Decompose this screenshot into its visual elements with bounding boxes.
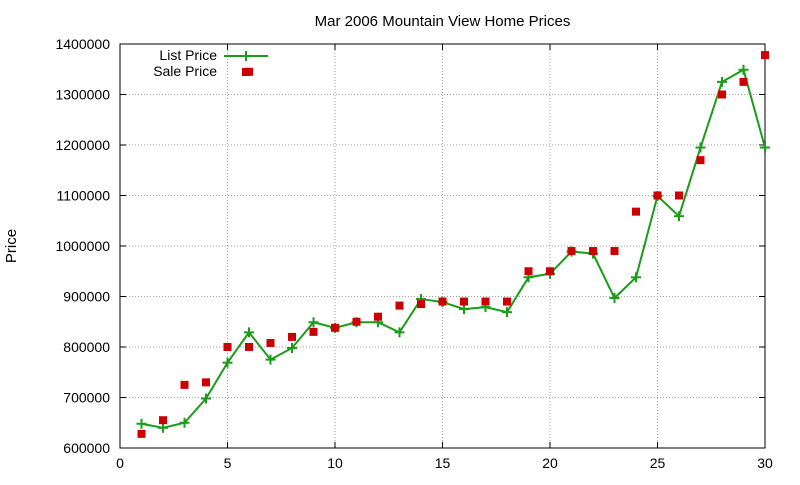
list-price-point — [695, 142, 706, 153]
legend-marker-list-price — [241, 51, 251, 61]
y-tick-label: 800000 — [63, 339, 110, 355]
x-tick-label: 5 — [224, 455, 232, 471]
x-tick-label: 15 — [435, 455, 451, 471]
sale-price-point — [761, 51, 769, 60]
sale-price-point — [352, 317, 361, 326]
list-price-point — [760, 142, 770, 153]
list-price-point — [265, 354, 276, 365]
sale-price-point — [718, 90, 726, 99]
sale-price-point — [223, 343, 232, 351]
sale-price-point — [417, 300, 425, 309]
sale-price-point — [395, 301, 404, 310]
sale-price-point — [245, 343, 253, 351]
y-tick-label: 1300000 — [55, 87, 110, 103]
sale-price-point — [610, 247, 619, 256]
sale-price-point — [524, 267, 533, 276]
sale-price-point — [739, 77, 748, 86]
list-price-point — [222, 357, 233, 368]
list-price-point — [459, 304, 469, 315]
list-price-point — [717, 76, 727, 87]
y-tick-label: 1000000 — [55, 238, 110, 254]
sale-price-point — [696, 156, 705, 165]
sale-price-point — [266, 338, 275, 347]
sale-price-point — [180, 380, 189, 389]
chart-title: Mar 2006 Mountain View Home Prices — [315, 13, 571, 30]
list-price-line — [141, 68, 766, 429]
legend: List Price Sale Price — [153, 47, 268, 79]
sale-price-point — [137, 429, 146, 438]
y-tick-label: 700000 — [63, 390, 110, 406]
y-tick-label: 1400000 — [55, 36, 110, 52]
grid — [120, 44, 765, 448]
sale-price-point — [460, 297, 468, 306]
x-tick-label: 25 — [650, 455, 666, 471]
sale-price-point — [589, 247, 597, 256]
sale-price-point — [653, 191, 662, 200]
list-price-point — [244, 327, 254, 338]
list-price-point — [287, 343, 297, 354]
sale-price-point — [675, 191, 683, 200]
sale-price-point — [546, 267, 554, 276]
y-tick-label: 600000 — [63, 440, 110, 456]
list-price-point — [179, 417, 190, 428]
legend-label-sale-price: Sale Price — [153, 63, 217, 79]
legend-label-list-price: List Price — [159, 47, 217, 63]
list-price-point — [674, 211, 684, 222]
x-tick-label: 30 — [757, 455, 773, 471]
y-tick-label: 1100000 — [57, 188, 111, 204]
list-price-point — [394, 327, 405, 338]
sale-price-point — [481, 297, 490, 306]
sale-price-point — [202, 378, 210, 387]
sale-price-point — [503, 297, 511, 306]
sale-price-point — [632, 207, 640, 216]
y-tick-label: 1200000 — [55, 137, 110, 153]
list-price-point — [158, 422, 168, 433]
list-price-point — [201, 393, 211, 404]
sale-price-point — [438, 297, 447, 306]
sale-price-point — [331, 323, 339, 332]
y-tick-label: 900000 — [63, 289, 110, 305]
sale-price-point — [567, 247, 576, 256]
series-layer — [136, 51, 770, 438]
list-price-point — [609, 293, 620, 304]
legend-marker-sale-price — [242, 68, 250, 76]
x-tick-label: 0 — [116, 455, 124, 471]
sale-price-point — [374, 312, 382, 321]
list-price-point — [136, 418, 147, 429]
list-price-point — [502, 307, 512, 318]
sale-price-point — [309, 327, 318, 336]
sale-price-point — [159, 416, 167, 425]
x-tick-label: 10 — [327, 455, 343, 471]
axis-ticks: 0 5 10 15 20 25 30 600000 700000 800000 900000 1000… — [55, 36, 773, 471]
x-tick-label: 20 — [542, 455, 558, 471]
list-price-point — [738, 64, 749, 75]
list-price-point — [631, 272, 641, 283]
list-price-point — [308, 317, 319, 328]
sale-price-point — [288, 332, 296, 341]
y-axis-label: Price — [3, 229, 20, 263]
